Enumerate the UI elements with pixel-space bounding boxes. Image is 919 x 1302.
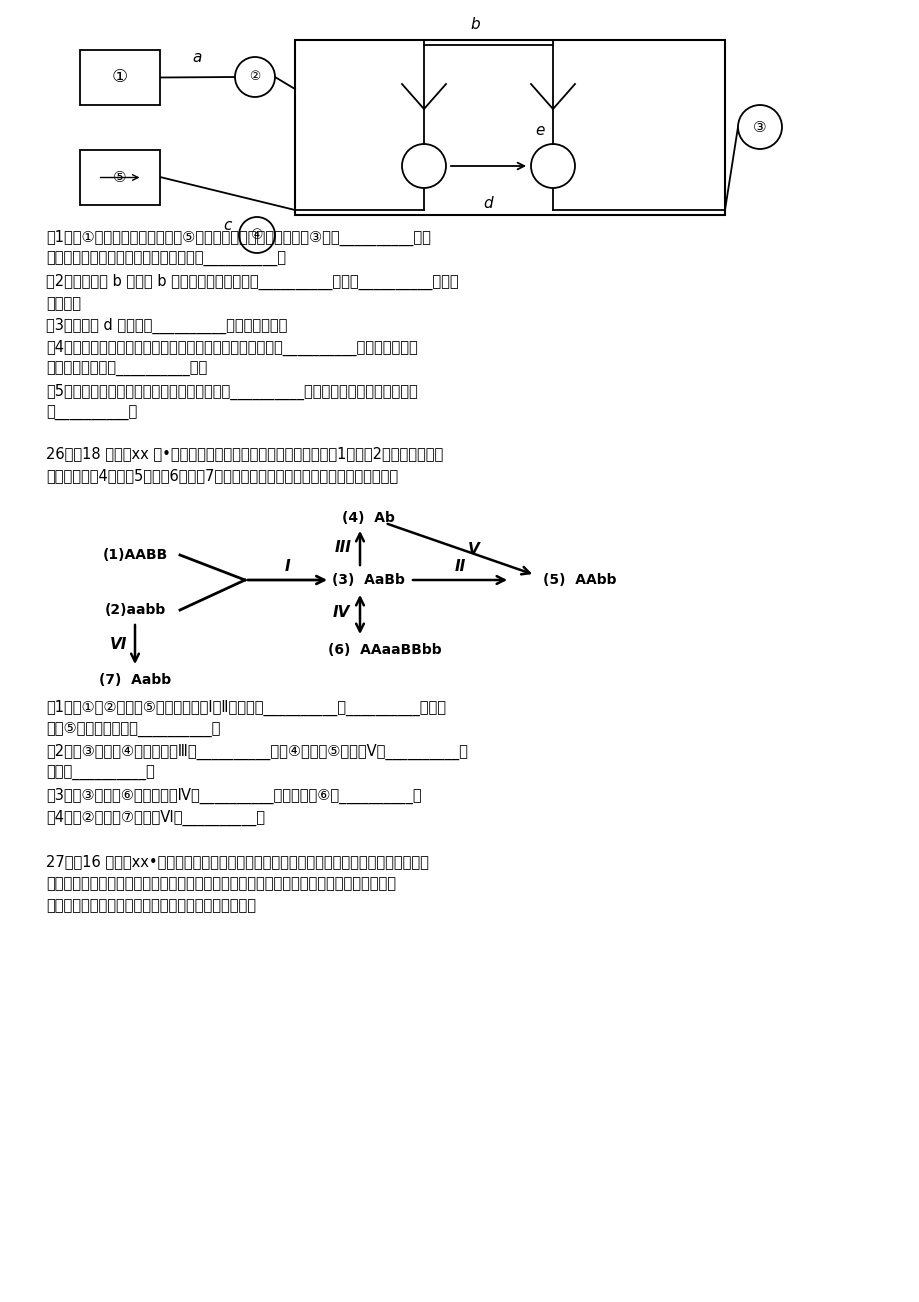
Text: V: V	[468, 542, 479, 556]
Text: （5）由此说明：兴奋在一个神经元上的传导是__________。兴奋在两个神经元间的传递: （5）由此说明：兴奋在一个神经元上的传导是__________。兴奋在两个神经元…	[46, 384, 417, 400]
Text: 胞及它们分泌的激素之间的关系．据图回答有关问题：: 胞及它们分泌的激素之间的关系．据图回答有关问题：	[46, 898, 255, 913]
Circle shape	[402, 145, 446, 187]
Text: （2）刺激图中 b 点，则 b 点发生的膜电位变化是__________，图中__________点可发: （2）刺激图中 b 点，则 b 点发生的膜电位变化是__________，图中_…	[46, 273, 459, 290]
Text: e: e	[535, 122, 544, 138]
Text: ⑤: ⑤	[113, 171, 127, 185]
Text: (2)aabb: (2)aabb	[104, 603, 165, 617]
Text: ①: ①	[112, 69, 128, 86]
Text: (6)  AAaaBBbb: (6) AAaaBBbb	[328, 643, 441, 658]
Text: d: d	[483, 197, 493, 211]
Text: 26．（18 分）（xx 秋•东莞市校级月考）如图表示以某种农作物（1）和（2）两个品种为基: 26．（18 分）（xx 秋•东莞市校级月考）如图表示以某种农作物（1）和（2）…	[46, 447, 443, 461]
Text: VI: VI	[109, 637, 127, 652]
Text: 是__________。: 是__________。	[46, 406, 137, 421]
Text: 27．（16 分）（xx•江苏）人体内激素分泌量过多或不足都会对机体有害，体内有一系列机: 27．（16 分）（xx•江苏）人体内激素分泌量过多或不足都会对机体有害，体内有…	[46, 854, 428, 868]
Text: ③: ③	[753, 120, 766, 134]
Text: （4）由②培育出⑦的方法Ⅵ是__________．: （4）由②培育出⑦的方法Ⅵ是__________．	[46, 810, 265, 827]
Circle shape	[239, 217, 275, 253]
Text: （1）若①代表小腿上的感受器，⑤代表神经支配的小腿肌肉，则③称为__________，能: （1）若①代表小腿上的感受器，⑤代表神经支配的小腿肌肉，则③称为________…	[46, 230, 430, 246]
Text: III: III	[335, 540, 352, 556]
Text: a: a	[193, 49, 202, 65]
Text: (1)AABB: (1)AABB	[102, 548, 167, 562]
Text: 其优点__________．: 其优点__________．	[46, 766, 154, 781]
Text: （2）由③培育出④的常用方法Ⅲ是__________；由④培育成⑤的方法Ⅴ称__________，: （2）由③培育出④的常用方法Ⅲ是__________；由④培育成⑤的方法Ⅴ称__…	[46, 743, 468, 760]
Bar	[295, 40, 724, 215]
Text: ④: ④	[251, 228, 263, 242]
Circle shape	[737, 105, 781, 148]
Text: （1）用①和②培育出⑤所采用的方法Ⅰ和Ⅱ分别称为__________和__________，其培: （1）用①和②培育出⑤所采用的方法Ⅰ和Ⅱ分别称为__________和_____…	[46, 700, 446, 716]
Circle shape	[234, 57, 275, 98]
Text: 育出⑤所依据的原理是__________．: 育出⑤所依据的原理是__________．	[46, 723, 221, 737]
Bar	[80, 150, 160, 204]
Text: II: II	[454, 559, 465, 574]
Text: c: c	[223, 217, 232, 233]
Text: (3)  AaBb: (3) AaBb	[331, 573, 404, 587]
Text: 制维持激素在血液中含量的相对稳定．下图表示下丘脑神经分泌细胞、垂体细胞、甲状腺细: 制维持激素在血液中含量的相对稳定．下图表示下丘脑神经分泌细胞、垂体细胞、甲状腺细	[46, 876, 395, 891]
Text: (5)  AAbb: (5) AAbb	[542, 573, 616, 587]
Text: I: I	[284, 559, 290, 574]
Text: 触，图中共有突触__________个。: 触，图中共有突触__________个。	[46, 362, 207, 378]
Text: 生兴奋；: 生兴奋；	[46, 296, 81, 311]
Text: IV: IV	[333, 605, 349, 620]
Text: （3）由③培育出⑥的常用方法Ⅳ是__________，其形成的⑥称__________．: （3）由③培育出⑥的常用方法Ⅳ是__________，其形成的⑥称_______…	[46, 788, 421, 805]
Text: (7)  Aabb: (7) Aabb	[99, 673, 171, 687]
Text: 代表反射弧的结构为（用图中序号表示）__________；: 代表反射弧的结构为（用图中序号表示）__________；	[46, 253, 286, 267]
Text: （3）若刺激 d 点，图中__________点可发生兴奋；: （3）若刺激 d 点，图中__________点可发生兴奋；	[46, 318, 287, 335]
Text: (4)  Ab: (4) Ab	[341, 510, 394, 525]
Text: （4）由图中可看出一个神经元的突触小体与下一个神经元的__________相接触而形成突: （4）由图中可看出一个神经元的突触小体与下一个神经元的__________相接触…	[46, 340, 417, 357]
Text: 础，培育出（4）、（5）、（6）、（7）四个品种的过程．根据下图，回答下列问题：: 础，培育出（4）、（5）、（6）、（7）四个品种的过程．根据下图，回答下列问题：	[46, 467, 398, 483]
Text: b: b	[471, 17, 480, 33]
Text: ②: ②	[249, 70, 260, 83]
Bar	[80, 49, 160, 105]
Circle shape	[530, 145, 574, 187]
